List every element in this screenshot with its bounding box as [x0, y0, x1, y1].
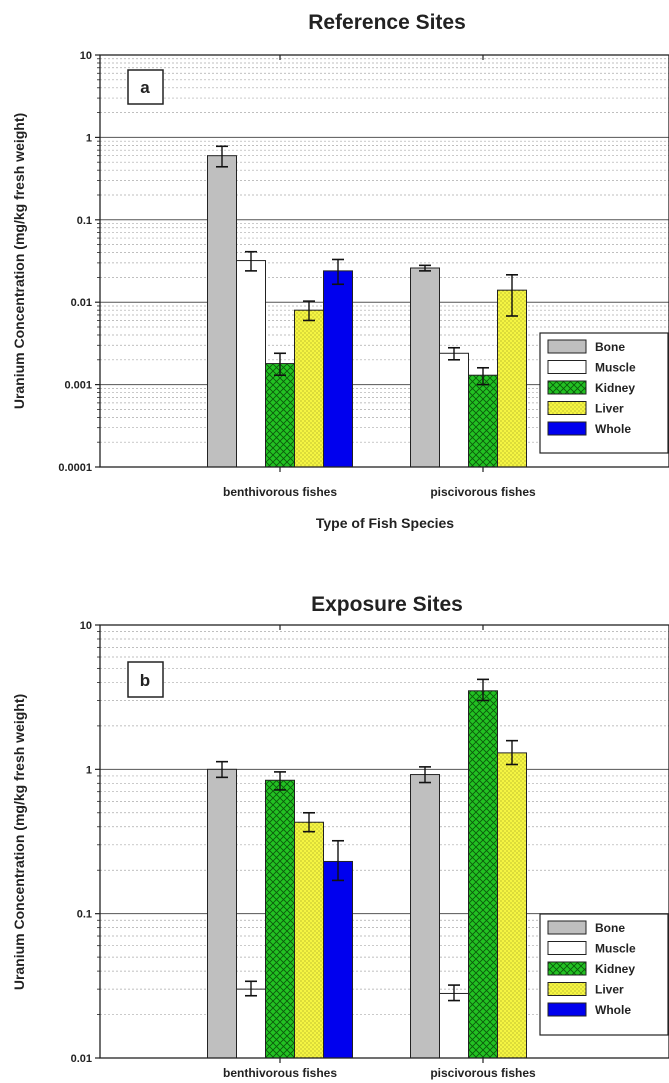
category-label: benthivorous fishes: [223, 485, 337, 499]
legend-label: Kidney: [595, 381, 635, 395]
bar-muscle: [439, 352, 469, 468]
legend-swatch-muscle: [547, 941, 587, 955]
error-bar: [303, 811, 315, 833]
y-tick-label: 0.001: [64, 380, 92, 392]
panel-label-box: [127, 69, 164, 105]
legend: Bone Muscle Kidney Liver Whole: [539, 332, 669, 454]
error-bar: [477, 678, 489, 702]
y-tick-label: 1: [86, 132, 92, 144]
panel-label: a: [140, 78, 150, 97]
legend-label: Bone: [595, 340, 625, 354]
error-bar: [216, 760, 228, 779]
legend-swatch-muscle: [547, 360, 587, 374]
error-bar: [419, 766, 431, 784]
bar-kidney: [265, 363, 295, 468]
error-bar: [419, 264, 431, 272]
legend-label: Muscle: [595, 942, 636, 956]
y-axis-title: Uranium Concentration (mg/kg fresh weigh…: [11, 694, 27, 990]
bar-kidney: [468, 690, 498, 1059]
category-label: piscivorous fishes: [430, 1066, 536, 1080]
error-bar: [506, 739, 518, 766]
grid-lines: [100, 58, 669, 443]
bar-whole: [323, 860, 353, 1059]
bars: [207, 678, 527, 1059]
legend-label: Whole: [595, 422, 631, 436]
panel-b: Exposure Sites 0.01 0.1 1 10 b benthivorous…: [11, 593, 669, 1080]
legend-label: Muscle: [595, 361, 636, 375]
legend-swatch-whole: [547, 1002, 587, 1017]
error-bar: [332, 258, 344, 286]
panel-label-box: [127, 661, 164, 698]
y-tick-label: 10: [80, 50, 92, 62]
error-bar: [216, 145, 228, 168]
bar-whole: [323, 270, 353, 468]
legend-swatch-liver: [547, 401, 587, 415]
legend-swatch-whole: [547, 421, 587, 436]
legend: Bone Muscle Kidney Liver Whole: [539, 913, 669, 1036]
legend-label: Liver: [595, 983, 624, 997]
bars: [207, 145, 527, 468]
y-tick-label: 0.01: [71, 297, 92, 309]
error-bar: [274, 352, 286, 377]
bar-liver: [294, 821, 324, 1059]
plot-frame: [99, 624, 669, 1059]
y-tick-label: 10: [80, 620, 92, 632]
error-bar: [332, 839, 344, 882]
bar-kidney: [265, 779, 295, 1059]
legend-label: Bone: [595, 921, 625, 935]
legend-label: Whole: [595, 1003, 631, 1017]
error-bar: [506, 274, 518, 317]
y-axis-ticks: 0.0001 0.001 0.01 0.1 1 10: [58, 50, 484, 474]
y-axis-ticks: 0.01 0.1 1 10: [71, 620, 484, 1065]
bar-bone: [410, 267, 440, 468]
y-tick-label: 0.1: [77, 215, 92, 227]
y-axis-title: Uranium Concentration (mg/kg fresh weigh…: [11, 113, 27, 409]
error-bar: [303, 300, 315, 322]
bar-bone: [207, 768, 237, 1059]
legend-label: Kidney: [595, 962, 635, 976]
error-bar: [477, 366, 489, 386]
bar-liver: [294, 309, 324, 468]
y-tick-label: 0.1: [77, 909, 92, 921]
bar-bone: [207, 155, 237, 468]
x-axis-title: Type of Fish Species: [316, 515, 454, 531]
y-tick-label: 0.0001: [58, 462, 92, 474]
bar-kidney: [468, 374, 498, 468]
error-bar: [274, 771, 286, 791]
y-tick-label: 1: [86, 764, 92, 776]
legend-swatch-bone: [547, 339, 587, 354]
chart-title: Exposure Sites: [311, 593, 463, 616]
legend-swatch-liver: [547, 982, 587, 996]
error-bar: [448, 346, 460, 361]
panel-label: b: [140, 671, 150, 690]
error-bar: [448, 984, 460, 1002]
error-bar: [245, 980, 257, 997]
bar-liver: [497, 752, 527, 1059]
plot-frame: [99, 54, 669, 468]
category-label: piscivorous fishes: [430, 485, 536, 499]
bar-muscle: [236, 260, 266, 468]
legend-swatch-kidney: [547, 380, 587, 395]
y-tick-label: 0.01: [71, 1053, 92, 1065]
legend-swatch-kidney: [547, 961, 587, 976]
chart-title: Reference Sites: [308, 11, 466, 34]
bar-muscle: [236, 988, 266, 1059]
bar-muscle: [439, 992, 469, 1059]
bar-bone: [410, 774, 440, 1059]
legend-label: Liver: [595, 402, 624, 416]
category-label: benthivorous fishes: [223, 1066, 337, 1080]
legend-swatch-bone: [547, 920, 587, 935]
error-bar: [245, 250, 257, 272]
